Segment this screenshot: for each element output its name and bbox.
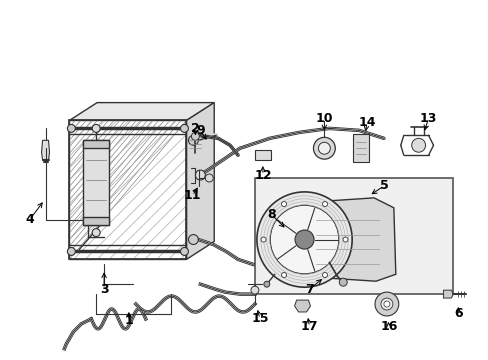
Polygon shape <box>254 150 270 160</box>
Text: 5: 5 <box>379 179 387 193</box>
Polygon shape <box>83 217 109 225</box>
Text: 17: 17 <box>300 320 318 333</box>
Circle shape <box>294 230 313 249</box>
Circle shape <box>342 237 347 242</box>
Circle shape <box>261 237 265 242</box>
Text: 8: 8 <box>267 208 276 221</box>
Circle shape <box>67 125 75 132</box>
Text: 1: 1 <box>124 314 133 327</box>
Polygon shape <box>304 198 395 281</box>
Circle shape <box>67 247 75 255</box>
Circle shape <box>180 247 188 255</box>
Circle shape <box>322 202 327 207</box>
Circle shape <box>313 137 335 159</box>
Bar <box>352 134 368 162</box>
Circle shape <box>281 202 286 207</box>
Bar <box>254 178 452 294</box>
Circle shape <box>339 278 346 286</box>
Circle shape <box>256 192 351 287</box>
Text: 14: 14 <box>358 116 375 129</box>
Circle shape <box>322 273 327 278</box>
Text: 15: 15 <box>251 312 268 325</box>
Circle shape <box>180 125 188 132</box>
Circle shape <box>411 138 425 152</box>
Text: 4: 4 <box>25 213 34 226</box>
Polygon shape <box>294 300 310 312</box>
Circle shape <box>380 298 392 310</box>
Text: 16: 16 <box>379 320 397 333</box>
Circle shape <box>195 170 205 180</box>
Circle shape <box>188 235 198 244</box>
Circle shape <box>383 301 389 307</box>
Text: 11: 11 <box>183 189 201 202</box>
Circle shape <box>191 132 199 140</box>
Polygon shape <box>186 103 214 260</box>
Circle shape <box>281 273 286 278</box>
Circle shape <box>250 286 258 294</box>
Polygon shape <box>83 140 109 148</box>
Text: 12: 12 <box>254 168 271 181</box>
Circle shape <box>188 135 198 145</box>
Text: 13: 13 <box>419 112 436 125</box>
Circle shape <box>92 125 100 132</box>
Circle shape <box>264 281 269 287</box>
Circle shape <box>374 292 398 316</box>
Circle shape <box>318 142 330 154</box>
Polygon shape <box>443 290 452 298</box>
Text: 2: 2 <box>191 122 200 135</box>
Text: 3: 3 <box>100 283 108 296</box>
Polygon shape <box>69 121 186 260</box>
Circle shape <box>92 229 100 237</box>
Text: 7: 7 <box>305 283 313 296</box>
Polygon shape <box>41 140 49 160</box>
Circle shape <box>270 205 338 274</box>
Polygon shape <box>69 103 214 121</box>
Circle shape <box>205 174 213 182</box>
Text: 10: 10 <box>315 112 332 125</box>
Text: 6: 6 <box>453 307 462 320</box>
Text: 9: 9 <box>196 124 204 137</box>
Bar <box>83 140 109 225</box>
